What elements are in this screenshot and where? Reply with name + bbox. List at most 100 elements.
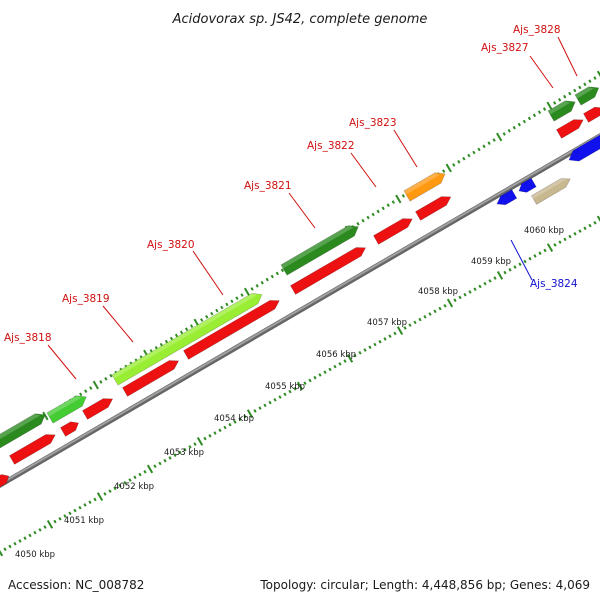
gene-red[interactable] xyxy=(9,431,57,465)
gene-red[interactable] xyxy=(373,215,414,245)
gene-red-body[interactable] xyxy=(0,472,11,489)
minor-tick xyxy=(293,386,297,391)
gene-orange[interactable] xyxy=(403,169,448,202)
minor-tick xyxy=(38,528,42,532)
gene-label-ajs-3818[interactable]: Ajs_3818 xyxy=(4,332,52,344)
gene-green[interactable] xyxy=(46,392,89,424)
gene-red[interactable] xyxy=(183,296,281,360)
scale-label: 4060 kbp xyxy=(524,226,564,236)
gene-red-body[interactable] xyxy=(556,116,585,139)
scale-label: 4053 kbp xyxy=(164,448,204,458)
gene-label-ajs-3820[interactable]: Ajs_3820 xyxy=(147,239,195,251)
major-tick xyxy=(496,270,504,280)
minor-tick xyxy=(104,377,108,381)
gene-red[interactable] xyxy=(122,356,181,397)
gene-labels: Ajs_3818 Ajs_3819 Ajs_3820 Ajs_3821 Ajs_… xyxy=(4,24,578,344)
gene-green[interactable] xyxy=(574,83,600,106)
minor-tick xyxy=(203,436,207,441)
major-tick xyxy=(146,464,154,474)
gene-green-shine xyxy=(574,86,594,99)
gene-blue[interactable] xyxy=(494,189,518,209)
gene-red[interactable] xyxy=(583,104,600,123)
major-tick xyxy=(92,380,99,390)
gene-tan-body[interactable] xyxy=(531,175,572,205)
minor-tick xyxy=(230,299,234,304)
gene-green-body[interactable] xyxy=(280,222,361,276)
gene-label-ajs-3822[interactable]: Ajs_3822 xyxy=(307,140,355,152)
gene-label-ajs-3828[interactable]: Ajs_3828 xyxy=(513,24,561,36)
major-tick xyxy=(0,550,4,557)
gene-label-ajs-3819[interactable]: Ajs_3819 xyxy=(62,293,110,305)
gene-green-light-body[interactable] xyxy=(111,289,265,386)
major-tick xyxy=(46,519,54,529)
minor-tick xyxy=(63,514,67,518)
gene-green-light[interactable] xyxy=(111,289,265,386)
gene-green-body[interactable] xyxy=(574,83,600,106)
minor-tick xyxy=(537,110,542,114)
gene-red-body[interactable] xyxy=(9,431,57,465)
gene-green-body[interactable] xyxy=(547,97,578,122)
gene-red-body[interactable] xyxy=(415,193,453,221)
minor-tick xyxy=(508,268,512,272)
gene-green[interactable] xyxy=(547,97,578,122)
label-leader-line xyxy=(393,129,418,168)
minor-tick xyxy=(573,88,577,93)
gene-red[interactable] xyxy=(0,472,11,489)
gene-red[interactable] xyxy=(556,116,585,139)
gene-tan[interactable] xyxy=(531,175,572,205)
minor-tick xyxy=(183,447,187,452)
gene-red-body[interactable] xyxy=(290,243,368,295)
minor-tick xyxy=(253,409,257,413)
gene-red-body[interactable] xyxy=(183,296,281,360)
minor-tick xyxy=(228,422,232,427)
gene-label-ajs-3824[interactable]: Ajs_3824 xyxy=(530,278,578,290)
gene-red[interactable] xyxy=(82,395,115,420)
gene-red-body[interactable] xyxy=(373,215,414,245)
minor-tick xyxy=(373,342,377,347)
gene-blue-body[interactable] xyxy=(566,131,600,166)
minor-tick xyxy=(260,280,264,285)
minor-tick xyxy=(108,489,112,493)
major-tick xyxy=(346,353,354,363)
minor-tick xyxy=(376,209,380,214)
minor-tick xyxy=(33,530,37,535)
minor-tick xyxy=(358,351,362,355)
minor-tick xyxy=(593,220,597,225)
gene-blue[interactable] xyxy=(516,177,537,195)
minor-tick xyxy=(452,163,456,167)
label-leader-line xyxy=(350,152,377,188)
minor-tick xyxy=(366,215,370,220)
minor-tick xyxy=(438,306,442,311)
label-leader-line xyxy=(529,55,554,89)
gene-red-body[interactable] xyxy=(583,104,600,123)
gene-label-ajs-3821[interactable]: Ajs_3821 xyxy=(244,180,292,192)
gene-blue-body[interactable] xyxy=(494,189,518,209)
minor-tick xyxy=(328,367,332,372)
gene-green-body[interactable] xyxy=(0,410,48,450)
gene-green-body[interactable] xyxy=(46,392,89,424)
minor-tick xyxy=(159,342,163,347)
minor-tick xyxy=(487,141,491,145)
gene-red-body[interactable] xyxy=(82,395,115,420)
gene-red[interactable] xyxy=(60,419,81,437)
gene-blue-body[interactable] xyxy=(516,177,537,195)
minor-tick xyxy=(109,373,113,378)
gene-red-body[interactable] xyxy=(60,419,81,437)
gene-label-ajs-3827[interactable]: Ajs_3827 xyxy=(481,42,529,54)
gene-red[interactable] xyxy=(415,193,453,221)
gene-blue[interactable] xyxy=(566,131,600,166)
scale-label: 4052 kbp xyxy=(114,482,154,492)
minor-tick xyxy=(240,293,244,297)
gene-green[interactable] xyxy=(280,222,361,276)
gene-red-body[interactable] xyxy=(122,356,181,397)
minor-tick xyxy=(28,533,32,538)
gene-red[interactable] xyxy=(290,243,368,295)
gene-label-ajs-3823[interactable]: Ajs_3823 xyxy=(349,117,397,129)
minor-tick xyxy=(507,129,511,133)
gene-orange-body[interactable] xyxy=(403,169,448,202)
minor-tick xyxy=(478,284,482,289)
gene-green[interactable] xyxy=(0,410,48,450)
minor-tick xyxy=(356,222,360,226)
scale-label: 4059 kbp xyxy=(471,257,511,267)
genome-summary-text: Topology: circular; Length: 4,448,856 bp… xyxy=(260,578,590,592)
